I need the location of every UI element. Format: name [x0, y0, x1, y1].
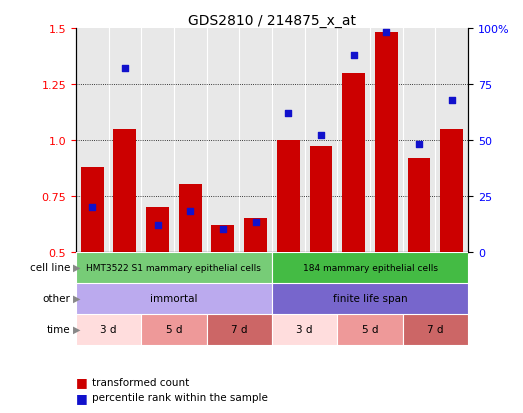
Point	[415, 142, 423, 148]
Text: ■: ■	[76, 375, 87, 389]
Bar	[310, 147, 333, 252]
Bar	[76, 314, 141, 345]
Text: 5 d: 5 d	[166, 324, 182, 335]
Point	[448, 97, 456, 104]
Text: 5 d: 5 d	[362, 324, 378, 335]
Bar	[272, 283, 468, 314]
Point	[121, 66, 129, 72]
Text: time: time	[47, 324, 71, 335]
Text: ▶: ▶	[73, 324, 81, 335]
Bar	[244, 218, 267, 252]
Point	[382, 30, 391, 37]
Text: 3 d: 3 d	[297, 324, 313, 335]
Bar	[146, 207, 169, 252]
Text: 3 d: 3 d	[100, 324, 117, 335]
Point	[219, 226, 227, 233]
Point	[153, 222, 162, 228]
Text: 7 d: 7 d	[427, 324, 444, 335]
Text: finite life span: finite life span	[333, 293, 407, 304]
Bar	[277, 140, 300, 252]
Bar	[113, 129, 137, 252]
Point	[186, 209, 195, 215]
Text: transformed count: transformed count	[92, 377, 189, 387]
Bar	[207, 314, 272, 345]
Text: 7 d: 7 d	[231, 324, 247, 335]
Text: percentile rank within the sample: percentile rank within the sample	[92, 392, 267, 402]
Bar	[76, 252, 272, 283]
Bar	[76, 283, 272, 314]
Point	[284, 110, 292, 117]
Text: 184 mammary epithelial cells: 184 mammary epithelial cells	[302, 263, 438, 272]
Text: HMT3522 S1 mammary epithelial cells: HMT3522 S1 mammary epithelial cells	[86, 263, 262, 272]
Text: ■: ■	[76, 391, 87, 404]
Bar	[179, 185, 202, 252]
Point	[349, 52, 358, 59]
Text: ▶: ▶	[73, 262, 81, 273]
Bar	[375, 33, 398, 252]
Text: other: other	[43, 293, 71, 304]
Text: ▶: ▶	[73, 293, 81, 304]
Bar	[440, 129, 463, 252]
Point	[317, 133, 325, 139]
Point	[252, 220, 260, 226]
Bar	[141, 314, 207, 345]
Title: GDS2810 / 214875_x_at: GDS2810 / 214875_x_at	[188, 14, 356, 28]
Bar	[272, 314, 337, 345]
Bar	[403, 314, 468, 345]
Bar	[81, 167, 104, 252]
Bar	[272, 252, 468, 283]
Bar	[407, 158, 430, 252]
Bar	[342, 74, 365, 252]
Point	[88, 204, 96, 211]
Bar	[211, 225, 234, 252]
Text: immortal: immortal	[150, 293, 198, 304]
Bar	[337, 314, 403, 345]
Text: cell line: cell line	[30, 262, 71, 273]
